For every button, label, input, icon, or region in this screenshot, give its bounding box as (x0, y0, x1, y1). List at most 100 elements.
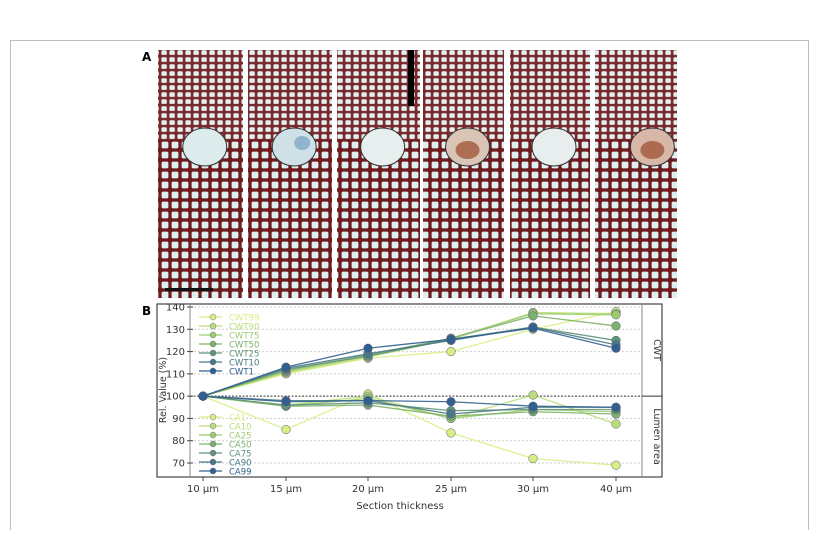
legend-label: CWT75 (229, 331, 259, 341)
series-line (202, 327, 617, 397)
legend-label: CA90 (229, 458, 252, 468)
legend-marker (209, 449, 217, 457)
legend-item: CA50 (199, 440, 252, 450)
panel-a-label: A (142, 50, 152, 64)
legend-marker (209, 331, 217, 339)
legend-marker (209, 322, 217, 330)
data-point (528, 401, 538, 411)
legend-label: CA75 (229, 449, 252, 459)
legend-marker (209, 367, 217, 375)
stain-spot (640, 141, 665, 159)
resin-canal (360, 127, 406, 167)
micrograph-upper-cells (337, 50, 420, 140)
resin-canal (271, 127, 317, 167)
micrograph (423, 50, 504, 298)
legend-item: CWT75 (199, 331, 259, 341)
data-point (198, 391, 208, 401)
y-tick-label: 80 (172, 436, 185, 447)
data-point (363, 396, 373, 406)
data-point (446, 428, 456, 438)
legend-item: CA90 (199, 458, 252, 468)
micrograph-lower-cells (248, 140, 332, 298)
data-point (281, 362, 291, 372)
legend-label: CWT99 (229, 313, 259, 323)
data-point (528, 453, 538, 464)
data-point (281, 397, 291, 407)
x-tick-label: 15 µm (270, 484, 302, 495)
micrograph (510, 50, 590, 298)
series-line (202, 395, 616, 415)
legend-marker (209, 358, 217, 366)
legend-item: CWT50 (199, 340, 259, 350)
legend-marker (209, 422, 217, 430)
data-point (446, 409, 456, 419)
data-point (528, 390, 538, 400)
legend-label: CWT25 (229, 349, 259, 359)
line-chart: 70 80 90 100 110 120 130 140 CWT Lumen area 10 µm 1… (156, 303, 663, 512)
y-tick-label: 120 (166, 347, 185, 358)
micrograph-lower-cells (595, 140, 677, 298)
micrograph-lower-cells (510, 140, 590, 298)
data-point (281, 425, 291, 435)
legend-item: CWT25 (199, 349, 259, 359)
data-point (446, 347, 456, 357)
legend-item: CA10 (199, 422, 252, 432)
y-tick-label: 130 (166, 325, 185, 336)
micrograph (337, 50, 420, 298)
stain-spot (455, 141, 480, 159)
legend-label: CA25 (229, 431, 252, 441)
data-point (611, 460, 621, 470)
legend-marker (209, 349, 217, 357)
y-tick-label: 110 (166, 369, 185, 380)
micrograph (248, 50, 332, 298)
legend-label: CWT1 (229, 367, 254, 377)
legend-label: CA50 (229, 440, 252, 450)
micrograph-lower-cells (423, 140, 504, 298)
facet-label: Lumen area (651, 408, 662, 464)
y-tick-label: 100 (166, 392, 185, 403)
legend-label: CA99 (229, 467, 252, 477)
legend-item: CWT99 (199, 313, 259, 323)
data-point (611, 402, 621, 412)
y-axis-label: Rel. Value (%) (158, 357, 169, 423)
resin-canal (531, 127, 577, 167)
micrograph-lower-cells (337, 140, 420, 298)
x-tick-label: 30 µm (517, 484, 549, 495)
legend-marker (209, 458, 217, 466)
legend-item: CA25 (199, 431, 252, 441)
legend-marker (209, 431, 217, 439)
x-tick-label: 40 µm (600, 484, 632, 495)
x-tick-label: 25 µm (435, 484, 467, 495)
legend-label: CA1 (229, 413, 246, 423)
x-axis-label: Section thickness (356, 501, 444, 512)
x-tick-label: 20 µm (352, 484, 384, 495)
legend-marker (209, 467, 217, 475)
micrograph (158, 50, 243, 298)
micrograph-upper-cells (248, 50, 332, 140)
data-point (611, 321, 621, 331)
series-line (202, 310, 617, 397)
legend-item: CWT10 (199, 358, 259, 368)
legend-label: CA10 (229, 422, 252, 432)
legend-item: CWT1 (199, 367, 254, 377)
legend-label: CWT50 (229, 340, 259, 350)
data-point (528, 323, 538, 333)
scale-bar (165, 288, 213, 291)
y-tick-label: 90 (172, 414, 185, 425)
black-edge (408, 50, 414, 106)
legend-label: CWT10 (229, 358, 259, 368)
data-point (611, 310, 621, 320)
legend-marker (209, 313, 217, 321)
resin-canal (182, 127, 228, 167)
data-point (446, 397, 456, 407)
micrograph (595, 50, 677, 298)
data-point (611, 343, 621, 353)
plot-frame (156, 303, 663, 478)
x-tick-label: 10 µm (187, 484, 219, 495)
legend-item: CA1 (199, 413, 246, 423)
data-point (528, 311, 538, 321)
series-ca99 (198, 391, 621, 412)
data-point (446, 334, 456, 344)
series-line (202, 395, 617, 417)
